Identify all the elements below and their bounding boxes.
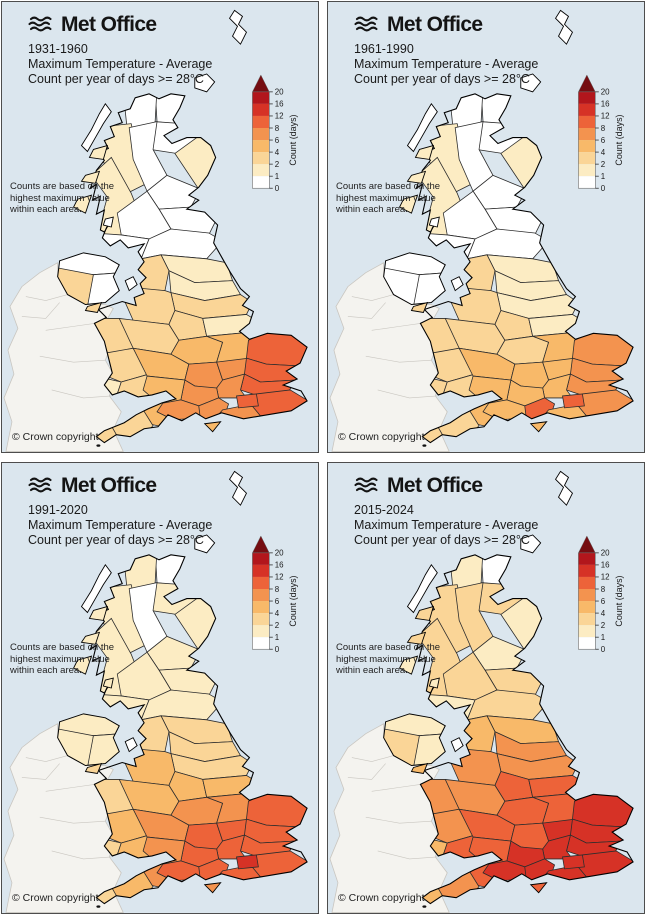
svg-text:20: 20 — [601, 549, 610, 558]
svg-text:Count (days): Count (days) — [614, 114, 624, 165]
note-line: Counts are based on the — [336, 642, 441, 653]
svg-text:6: 6 — [601, 597, 606, 606]
panel-title-line2: Count per year of days >= 28°C — [28, 72, 204, 86]
svg-text:6: 6 — [275, 597, 280, 606]
note-line: within each area. — [336, 204, 408, 215]
svg-text:20: 20 — [275, 88, 284, 97]
note-line: Counts are based on the — [10, 642, 115, 653]
panel-period: 1991-2020 — [28, 503, 88, 517]
copyright-text: © Crown copyright — [12, 892, 99, 904]
note-line: Counts are based on the — [10, 181, 115, 192]
panel-header: Met Office 1961-1990 Maximum Temperature… — [354, 13, 538, 87]
svg-text:Count (days): Count (days) — [288, 575, 298, 626]
svg-text:1: 1 — [275, 633, 280, 642]
met-office-logo: Met Office — [354, 13, 538, 37]
svg-text:8: 8 — [601, 585, 606, 594]
methodology-note: Counts are based on the highest maximum … — [336, 181, 440, 216]
methodology-note: Counts are based on the highest maximum … — [10, 642, 114, 677]
met-office-waves-icon — [354, 16, 378, 32]
svg-text:4: 4 — [601, 609, 606, 618]
note-line: Counts are based on the — [336, 181, 441, 192]
map-panel-1991-2020: 20 16 12 8 6 4 2 1 0 Count (days) Met Office 1991… — [1, 462, 319, 914]
note-line: highest maximum value — [336, 653, 436, 665]
met-office-waves-icon — [28, 16, 52, 32]
svg-text:2: 2 — [601, 621, 606, 630]
svg-text:12: 12 — [275, 573, 284, 582]
svg-text:12: 12 — [601, 112, 610, 121]
svg-text:16: 16 — [275, 100, 284, 109]
copyright-text: © Crown copyright — [338, 892, 425, 904]
panel-title-line1: Maximum Temperature - Average — [354, 57, 539, 71]
svg-text:20: 20 — [275, 549, 284, 558]
note-line: highest maximum value — [10, 192, 110, 204]
met-office-logo: Met Office — [28, 13, 212, 37]
panel-title-line2: Count per year of days >= 28°C — [354, 533, 530, 547]
svg-text:8: 8 — [275, 124, 280, 133]
svg-text:16: 16 — [601, 100, 610, 109]
panel-title-line1: Maximum Temperature - Average — [354, 518, 539, 532]
svg-text:Count (days): Count (days) — [288, 114, 298, 165]
svg-text:12: 12 — [275, 112, 284, 121]
panel-header: Met Office 1931-1960 Maximum Temperature… — [28, 13, 212, 87]
panel-period: 1961-1990 — [354, 42, 414, 56]
svg-text:1: 1 — [601, 172, 606, 181]
uk-choropleth-map-1961-1990: 20 16 12 8 6 4 2 1 0 Count (days) — [328, 2, 644, 452]
methodology-note: Counts are based on the highest maximum … — [336, 642, 440, 677]
svg-text:2: 2 — [275, 621, 280, 630]
note-line: highest maximum value — [336, 192, 436, 204]
svg-text:1: 1 — [601, 633, 606, 642]
met-office-waves-icon — [354, 477, 378, 493]
logo-text: Met Office — [61, 474, 157, 497]
panel-title-line1: Maximum Temperature - Average — [28, 518, 213, 532]
map-panel-1961-1990: 20 16 12 8 6 4 2 1 0 Count (days) Met Office 1961… — [327, 1, 645, 453]
svg-text:4: 4 — [275, 148, 280, 157]
svg-text:2: 2 — [275, 160, 280, 169]
svg-text:6: 6 — [601, 136, 606, 145]
copyright-text: © Crown copyright — [12, 431, 99, 443]
panel-period: 2015-2024 — [354, 503, 414, 517]
logo-text: Met Office — [61, 13, 157, 36]
logo-text: Met Office — [387, 13, 483, 36]
map-panel-1931-1960: 20 16 12 8 6 4 2 1 0 Count (days) Met Office 1931… — [1, 1, 319, 453]
svg-text:2: 2 — [601, 160, 606, 169]
uk-choropleth-map-1931-1960: 20 16 12 8 6 4 2 1 0 Count (days) — [2, 2, 318, 452]
panel-period: 1931-1960 — [28, 42, 88, 56]
panel-header: Met Office 1991-2020 Maximum Temperature… — [28, 474, 212, 548]
note-line: within each area. — [336, 665, 408, 676]
svg-text:0: 0 — [601, 645, 606, 654]
note-line: within each area. — [10, 665, 82, 676]
panel-title-line2: Count per year of days >= 28°C — [354, 72, 530, 86]
svg-text:20: 20 — [601, 88, 610, 97]
met-office-logo: Met Office — [28, 474, 212, 498]
svg-text:0: 0 — [275, 645, 280, 654]
map-panel-2015-2024: 20 16 12 8 6 4 2 1 0 Count (days) Met Office 2015… — [327, 462, 645, 914]
met-office-logo: Met Office — [354, 474, 538, 498]
note-line: highest maximum value — [10, 653, 110, 665]
logo-text: Met Office — [387, 474, 483, 497]
svg-text:4: 4 — [275, 609, 280, 618]
svg-text:Count (days): Count (days) — [614, 575, 624, 626]
svg-text:0: 0 — [601, 184, 606, 193]
uk-choropleth-map-2015-2024: 20 16 12 8 6 4 2 1 0 Count (days) — [328, 463, 644, 913]
svg-text:8: 8 — [275, 585, 280, 594]
svg-text:16: 16 — [601, 561, 610, 570]
copyright-text: © Crown copyright — [338, 431, 425, 443]
panel-title-line2: Count per year of days >= 28°C — [28, 533, 204, 547]
panel-header: Met Office 2015-2024 Maximum Temperature… — [354, 474, 538, 548]
uk-choropleth-map-1991-2020: 20 16 12 8 6 4 2 1 0 Count (days) — [2, 463, 318, 913]
svg-text:0: 0 — [275, 184, 280, 193]
svg-text:1: 1 — [275, 172, 280, 181]
svg-text:16: 16 — [275, 561, 284, 570]
svg-text:4: 4 — [601, 148, 606, 157]
methodology-note: Counts are based on the highest maximum … — [10, 181, 114, 216]
svg-text:12: 12 — [601, 573, 610, 582]
note-line: within each area. — [10, 204, 82, 215]
panel-title-line1: Maximum Temperature - Average — [28, 57, 213, 71]
svg-text:6: 6 — [275, 136, 280, 145]
met-office-waves-icon — [28, 477, 52, 493]
svg-text:8: 8 — [601, 124, 606, 133]
